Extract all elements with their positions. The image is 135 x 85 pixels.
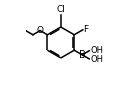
Text: OH: OH bbox=[90, 46, 103, 55]
Text: F: F bbox=[83, 25, 88, 34]
Text: Cl: Cl bbox=[56, 5, 65, 14]
Text: O: O bbox=[37, 26, 44, 35]
Text: B: B bbox=[79, 50, 86, 60]
Text: OH: OH bbox=[90, 55, 103, 64]
